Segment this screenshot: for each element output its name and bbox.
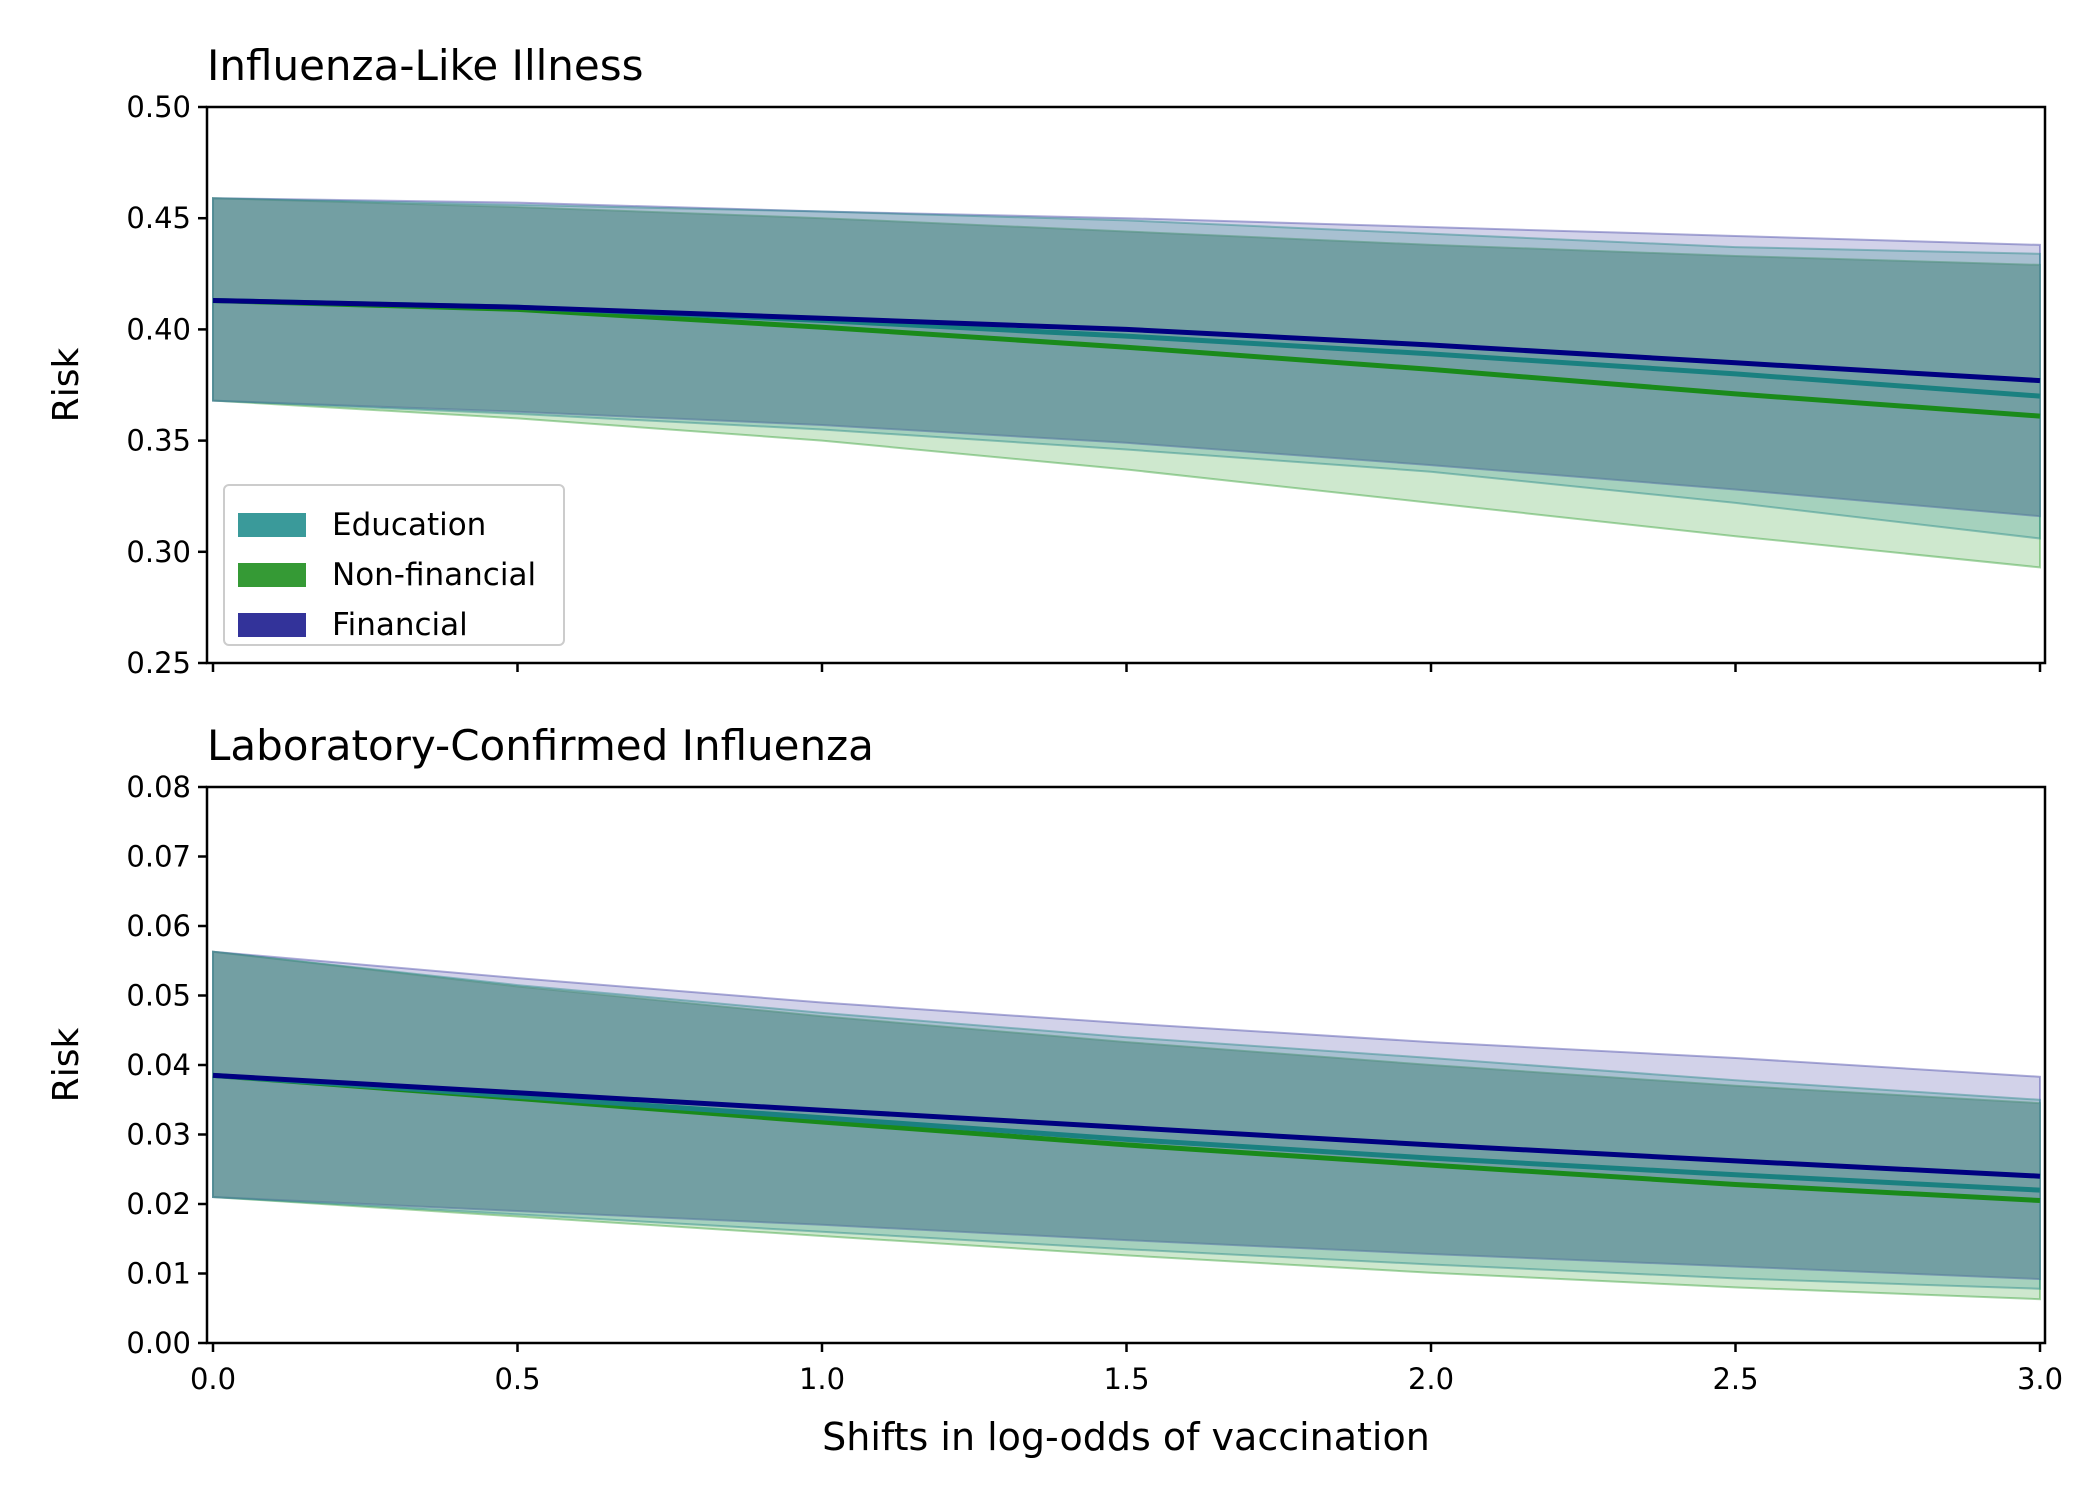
y-tick-label: 0.07: [126, 840, 191, 874]
y-axis-label: Risk: [46, 348, 87, 423]
line-financial: [212, 298, 2041, 384]
legend-box: [223, 484, 565, 646]
legend-label-education: Education: [332, 507, 486, 543]
plot-frame: [205, 105, 2047, 665]
y-axis-label: Risk: [46, 1028, 87, 1103]
x-tick-label: 0.0: [190, 1362, 236, 1396]
x-axis-ticks: 0.0 0.5 1.0 1.5 2.0 2.5 3.0: [190, 1343, 2063, 1396]
chart-title: Laboratory-Confirmed Influenza: [207, 721, 874, 770]
band-overlap: [213, 951, 2040, 1280]
y-tick-label: 0.05: [126, 979, 191, 1013]
series-lines: [212, 298, 2041, 419]
y-tick-label: 0.01: [126, 1257, 191, 1291]
chart-title: Influenza-Like Illness: [207, 41, 644, 90]
x-axis-label: Shifts in log-odds of vaccination: [822, 1415, 1430, 1459]
y-tick-label: 0.50: [126, 90, 191, 124]
x-tick-label: 1.5: [1103, 1362, 1149, 1396]
x-tick-label: 3.0: [2017, 1362, 2063, 1396]
panel-influenza-like-illness: 0.25 0.30 0.35 0.40 0.45 0.50 Influenza-Like …: [46, 41, 2047, 680]
series-lines: [212, 1072, 2041, 1203]
y-tick-label: 0.25: [126, 646, 191, 680]
legend-swatch-education: [238, 513, 306, 537]
y-tick-label: 0.00: [126, 1326, 191, 1360]
y-tick-label: 0.06: [126, 909, 191, 943]
x-tick-label: 1.0: [799, 1362, 845, 1396]
x-tick-label: 0.5: [494, 1362, 540, 1396]
y-axis-ticks: 0.25 0.30 0.35 0.40 0.45 0.50: [126, 90, 207, 680]
x-tick-label: 2.0: [1408, 1362, 1454, 1396]
plot-frame: [205, 785, 2047, 1345]
legend-swatch-financial: [238, 613, 306, 637]
legend-swatch-non-financial: [238, 563, 306, 587]
panel-laboratory-confirmed-influenza: 0.00 0.01 0.02 0.03 0.04 0.05 0.06 0.07 0.08 0.0…: [46, 721, 2063, 1459]
y-tick-label: 0.30: [126, 535, 191, 569]
y-axis-ticks: 0.00 0.01 0.02 0.03 0.04 0.05 0.06 0.07 0.08: [126, 770, 207, 1360]
y-tick-label: 0.08: [126, 770, 191, 804]
confidence-bands: [212, 197, 2041, 569]
y-tick-label: 0.40: [126, 312, 191, 346]
legend: Education Non-financial Financial: [223, 484, 565, 646]
line-financial: [212, 1072, 2041, 1179]
y-tick-label: 0.04: [126, 1048, 191, 1082]
line-education: [212, 1072, 2041, 1193]
y-tick-label: 0.45: [126, 201, 191, 235]
y-tick-label: 0.35: [126, 424, 191, 458]
y-tick-label: 0.03: [126, 1118, 191, 1152]
y-tick-label: 0.02: [126, 1187, 191, 1221]
x-axis-ticks: [211, 663, 2042, 672]
band-overlap: [213, 198, 2040, 517]
legend-label-financial: Financial: [332, 607, 468, 643]
legend-label-non-financial: Non-financial: [332, 557, 536, 593]
x-tick-label: 2.5: [1712, 1362, 1758, 1396]
